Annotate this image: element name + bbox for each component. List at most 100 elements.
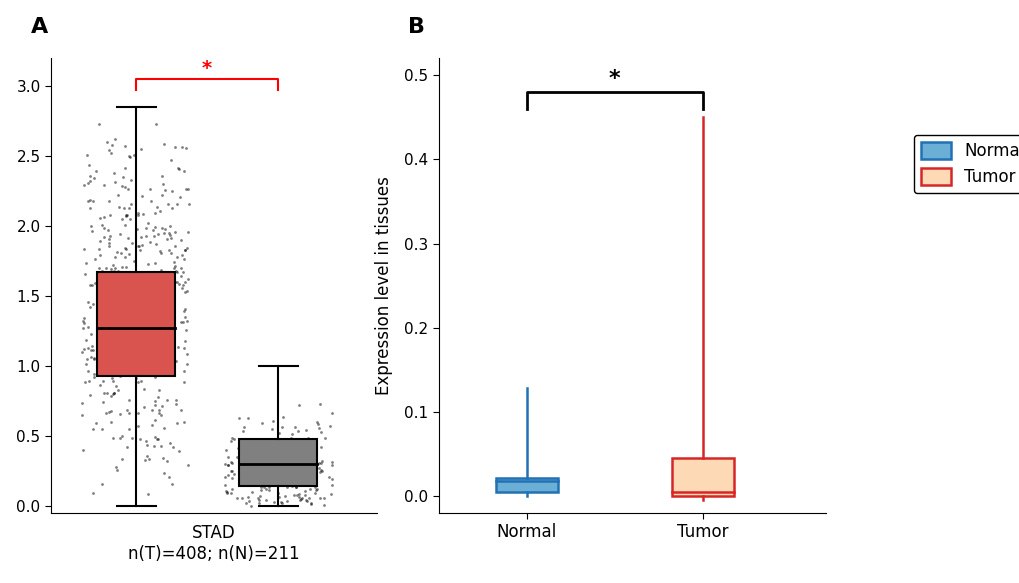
Point	[138, 223, 154, 233]
Point	[168, 252, 184, 261]
Point	[109, 248, 125, 257]
Point	[133, 377, 150, 386]
Point	[153, 410, 169, 419]
Point	[110, 360, 126, 370]
Point	[290, 441, 307, 451]
Point	[161, 472, 177, 482]
Point	[128, 338, 145, 347]
Point	[154, 223, 170, 232]
Point	[129, 208, 146, 217]
Point	[140, 218, 156, 227]
Point	[166, 241, 182, 251]
Point	[145, 225, 161, 234]
Point	[238, 465, 255, 475]
Point	[262, 455, 278, 465]
Point	[311, 458, 327, 467]
Point	[223, 484, 239, 494]
Point	[107, 177, 123, 187]
FancyBboxPatch shape	[672, 458, 733, 496]
Point	[258, 496, 274, 505]
Point	[275, 479, 291, 488]
Point	[240, 454, 257, 463]
Point	[91, 244, 107, 254]
Point	[312, 458, 328, 468]
Point	[225, 469, 242, 479]
Point	[98, 264, 114, 273]
Point	[92, 250, 108, 259]
Text: *: *	[202, 59, 212, 78]
Point	[239, 456, 256, 466]
Point	[245, 473, 261, 482]
Point	[290, 400, 307, 409]
Point	[298, 462, 314, 471]
Point	[116, 360, 132, 369]
Point	[153, 266, 169, 275]
Point	[164, 350, 180, 360]
Point	[91, 120, 107, 129]
Point	[162, 438, 178, 448]
Point	[308, 486, 324, 495]
Point	[216, 480, 232, 489]
Point	[110, 385, 126, 395]
Point	[167, 399, 183, 409]
Point	[180, 227, 197, 237]
Point	[292, 494, 309, 504]
Point	[122, 199, 139, 208]
Point	[103, 148, 119, 157]
Point	[309, 484, 325, 494]
Point	[234, 427, 251, 436]
Point	[178, 143, 195, 152]
Point	[119, 210, 136, 219]
Point	[224, 434, 240, 443]
Point	[77, 335, 94, 345]
Point	[166, 258, 182, 267]
Point	[118, 287, 135, 296]
Point	[150, 285, 166, 294]
Point	[164, 330, 180, 339]
Point	[112, 372, 128, 381]
Point	[313, 427, 329, 437]
Point	[86, 173, 102, 182]
Point	[95, 377, 111, 386]
Point	[128, 270, 145, 279]
Point	[148, 240, 164, 249]
Point	[86, 369, 102, 378]
Point	[102, 210, 118, 220]
Point	[101, 322, 117, 332]
Point	[99, 347, 115, 356]
Point	[322, 490, 338, 499]
Point	[251, 471, 267, 480]
Point	[176, 277, 193, 286]
Point	[107, 312, 123, 322]
Point	[262, 472, 278, 481]
Point	[167, 228, 183, 237]
Point	[305, 466, 321, 475]
Point	[125, 286, 142, 296]
Point	[154, 401, 170, 410]
Point	[139, 304, 155, 313]
Point	[78, 150, 95, 160]
Point	[105, 318, 121, 327]
Point	[93, 300, 109, 309]
Point	[276, 458, 292, 467]
Point	[132, 434, 149, 444]
Point	[282, 465, 299, 474]
Point	[135, 349, 151, 359]
Point	[287, 479, 304, 489]
Point	[228, 493, 245, 503]
Point	[161, 231, 177, 240]
Point	[244, 487, 260, 497]
Point	[146, 232, 162, 241]
Point	[158, 339, 174, 349]
Point	[149, 434, 165, 444]
Point	[98, 408, 114, 417]
Point	[117, 210, 133, 219]
Point	[268, 463, 284, 473]
Point	[117, 220, 133, 230]
Point	[297, 437, 313, 447]
Point	[99, 336, 115, 345]
Point	[285, 478, 302, 487]
Point	[163, 234, 179, 243]
Point	[316, 501, 332, 510]
Point	[300, 434, 316, 443]
